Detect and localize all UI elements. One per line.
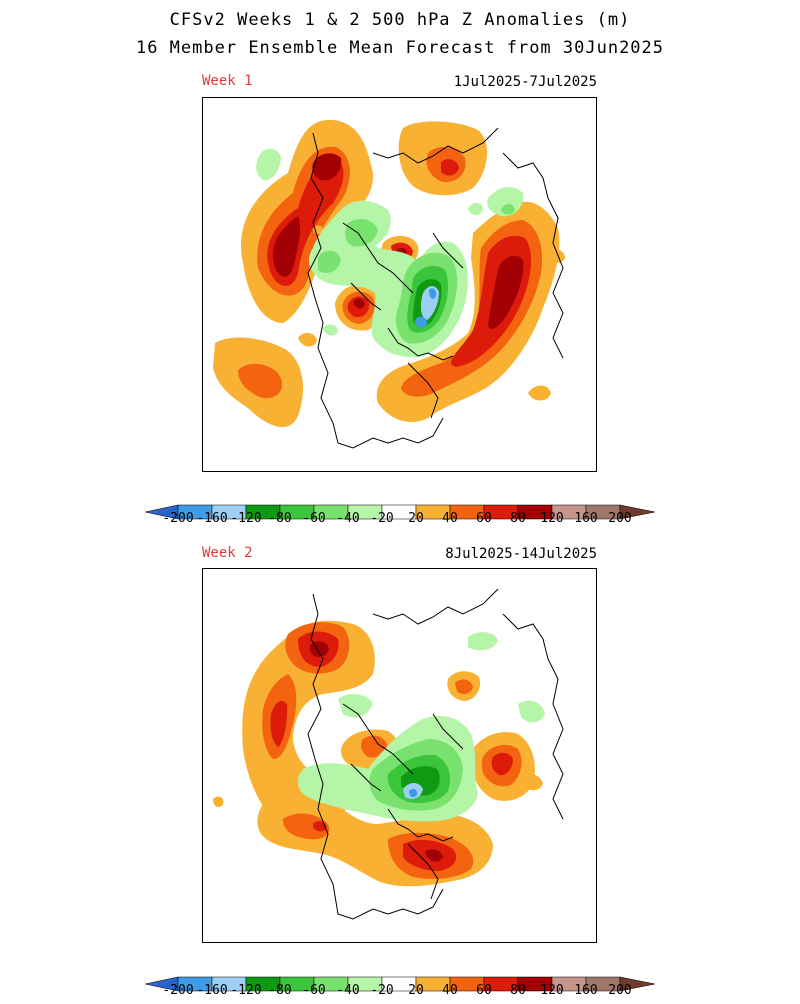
cb1-label-12: 160	[574, 511, 598, 526]
week2-negative-anomalies	[297, 632, 545, 822]
cb1-label-4: -60	[302, 511, 326, 526]
cb1-label-9: 60	[476, 511, 492, 526]
cb1-label-1: -160	[196, 511, 228, 526]
cb2-label-1: -160	[196, 983, 228, 998]
week1-map	[202, 97, 597, 472]
colorbar-1	[144, 504, 656, 520]
cb1-label-11: 120	[540, 511, 564, 526]
colorbar-1-over	[619, 504, 656, 520]
week2-map	[202, 568, 597, 943]
cb2-label-0: -200	[162, 983, 194, 998]
week2-date-range: 8Jul2025-14Jul2025	[445, 546, 597, 562]
cb1-label-7: 20	[408, 511, 424, 526]
chart-title: CFSv2 Weeks 1 & 2 500 hPa Z Anomalies (m…	[169, 10, 631, 30]
week2-coastlines	[307, 588, 564, 920]
cb1-label-13: 200	[608, 511, 632, 526]
colorbar-2-labels: -200 -160 -120 -80 -60 -40 -20 20 40 60 …	[0, 983, 800, 999]
cb2-label-6: -20	[370, 983, 394, 998]
cb2-label-11: 120	[540, 983, 564, 998]
cb1-label-2: -120	[230, 511, 262, 526]
cb2-label-9: 60	[476, 983, 492, 998]
week2-positive-anomalies	[213, 620, 543, 887]
cb2-label-7: 20	[408, 983, 424, 998]
cb1-label-10: 80	[510, 511, 526, 526]
cb2-label-4: -60	[302, 983, 326, 998]
week1-label: Week 1	[202, 73, 253, 89]
cb2-label-10: 80	[510, 983, 526, 998]
cb2-label-13: 200	[608, 983, 632, 998]
cb1-label-5: -40	[336, 511, 360, 526]
cb2-label-3: -80	[268, 983, 292, 998]
week1-positive-anomalies	[213, 119, 565, 428]
cb2-label-8: 40	[442, 983, 458, 998]
colorbar-2-over	[619, 976, 656, 992]
colorbar-2	[144, 976, 656, 992]
cb2-label-5: -40	[336, 983, 360, 998]
cb1-label-6: -20	[370, 511, 394, 526]
week1-coastlines	[307, 127, 564, 449]
cb2-label-12: 160	[574, 983, 598, 998]
colorbar-1-labels: -200 -160 -120 -80 -60 -40 -20 20 40 60 …	[0, 511, 800, 527]
week1-date-range: 1Jul2025-7Jul2025	[453, 74, 597, 90]
week1-negative-anomalies	[256, 148, 524, 358]
cb1-label-0: -200	[162, 511, 194, 526]
cb1-label-8: 40	[442, 511, 458, 526]
cb1-label-3: -80	[268, 511, 292, 526]
week2-label: Week 2	[202, 545, 253, 561]
chart-subtitle: 16 Member Ensemble Mean Forecast from 30…	[135, 38, 665, 58]
cb2-label-2: -120	[230, 983, 262, 998]
